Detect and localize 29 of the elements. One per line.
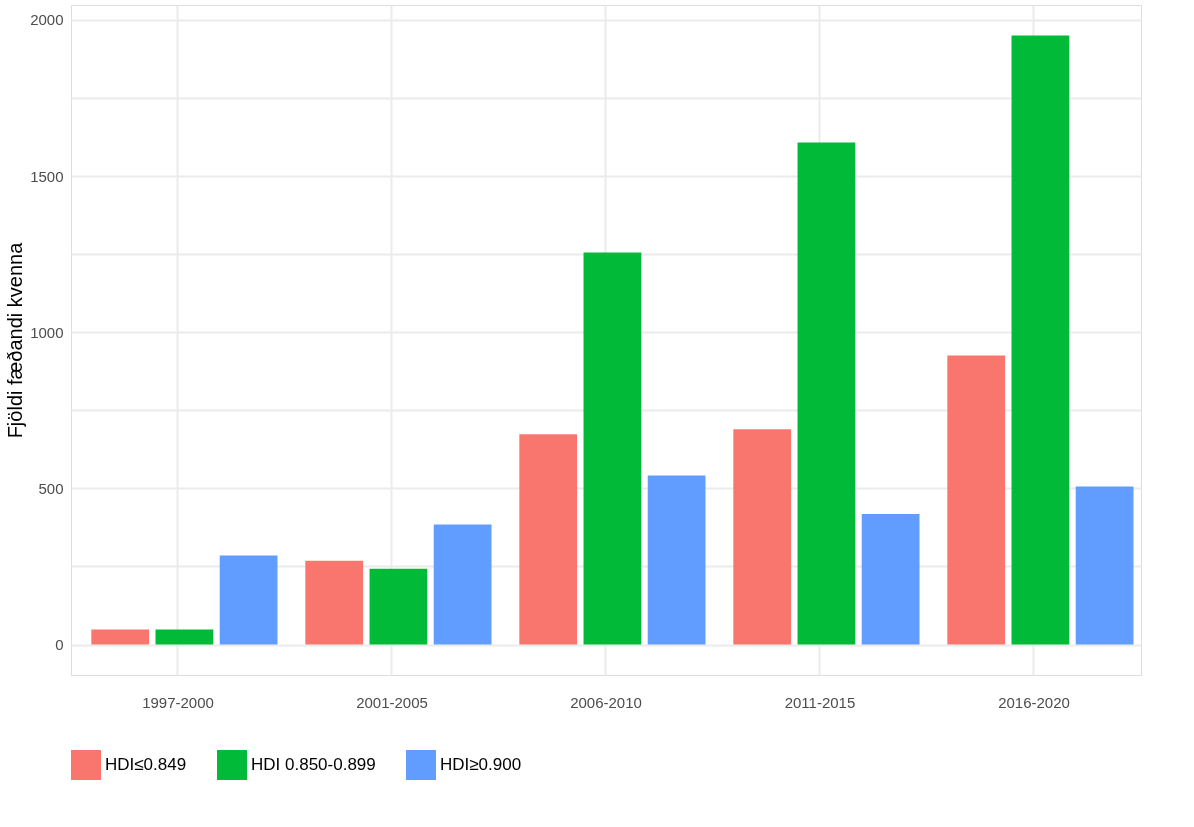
bar [583,252,642,645]
bar [155,629,214,645]
bar [1011,35,1070,645]
legend-label: HDI≤0.849 [105,755,187,774]
y-tick-label: 1500 [30,167,64,185]
x-tick-label: 2011-2015 [784,693,856,711]
y-tick-label: 500 [38,479,64,497]
bar [947,355,1006,645]
bar [1075,486,1134,645]
bar [733,429,792,645]
legend-label: HDI≥0.900 [440,755,522,774]
bar [647,475,706,645]
bar [369,568,428,645]
bar [861,513,920,645]
x-tick-label: 2006-2010 [570,693,642,711]
y-tick-label: 2000 [30,11,64,29]
bar [519,434,578,645]
bar [305,560,364,645]
x-tick-label: 2016-2020 [998,693,1070,711]
bar [91,629,150,645]
legend-label: HDI 0.850-0.899 [251,755,376,774]
bar [219,555,278,645]
y-axis-title: Fjöldi fæðandi kvenna [4,241,27,439]
y-tick-label: 0 [55,636,64,654]
x-tick-label: 1997-2000 [142,693,214,711]
y-tick-label: 1000 [30,323,64,341]
bar [433,524,492,645]
x-tick-label: 2001-2005 [356,693,428,711]
bar [797,142,856,645]
